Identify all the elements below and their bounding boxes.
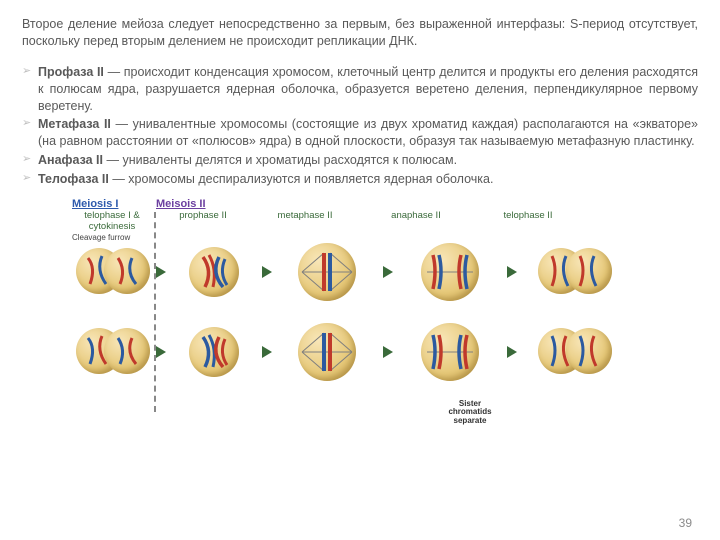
- column-label: telophase II: [472, 210, 584, 232]
- telophase1-cell: [76, 320, 146, 384]
- page-number: 39: [679, 516, 692, 530]
- anaphase2-cell: [421, 243, 479, 301]
- list-item: Анафаза II — униваленты делятся и хромат…: [22, 152, 698, 169]
- phase-list: Профаза II — происходит конденсация хром…: [22, 64, 698, 188]
- prophase2-cell: [189, 247, 239, 297]
- phase-name: Метафаза II: [38, 117, 111, 131]
- section-2-title: Meisois II: [156, 198, 226, 210]
- metaphase2-cell: [298, 243, 356, 301]
- column-label: telophase I & cytokinesis: [68, 210, 156, 232]
- phase-name: Профаза II: [38, 65, 104, 79]
- meiosis-diagram: Meiosis I Meisois II telophase I & cytok…: [68, 198, 628, 412]
- arrow-icon: [156, 266, 166, 278]
- list-item: Метафаза II — унивалентные хромосомы (со…: [22, 116, 698, 150]
- phase-text: — происходит конденсация хромосом, клето…: [38, 65, 698, 113]
- anaphase2-cell: [421, 323, 479, 381]
- list-item: Профаза II — происходит конденсация хром…: [22, 64, 698, 115]
- cleavage-furrow-label: Cleavage furrow: [72, 234, 130, 242]
- phase-name: Телофаза II: [38, 172, 109, 186]
- arrow-icon: [262, 346, 272, 358]
- column-label: prophase II: [156, 210, 250, 232]
- section-1-title: Meiosis I: [68, 198, 156, 210]
- intro-paragraph: Второе деление мейоза следует непосредст…: [22, 16, 698, 50]
- arrow-icon: [383, 346, 393, 358]
- phase-text: — унивалентные хромосомы (состоящие из д…: [38, 117, 698, 148]
- arrow-icon: [507, 346, 517, 358]
- column-label: metaphase II: [250, 210, 360, 232]
- arrow-icon: [383, 266, 393, 278]
- phase-name: Анафаза II: [38, 153, 103, 167]
- diagram-row: [68, 312, 628, 392]
- arrow-icon: [507, 266, 517, 278]
- metaphase2-cell: [298, 323, 356, 381]
- arrow-icon: [156, 346, 166, 358]
- arrow-icon: [262, 266, 272, 278]
- telophase2-cell: [538, 240, 608, 304]
- sister-chromatid-label: Sister chromatids separate: [440, 400, 500, 425]
- telophase1-cell: Cleavage furrow: [76, 240, 146, 304]
- list-item: Телофаза II — хромосомы деспирализуются …: [22, 171, 698, 188]
- phase-text: — хромосомы деспирализуются и появляется…: [109, 172, 494, 186]
- telophase2-cell: [538, 320, 608, 384]
- diagram-row: Cleavage furrow: [68, 232, 628, 312]
- prophase2-cell: [189, 327, 239, 377]
- column-label: anaphase II: [360, 210, 472, 232]
- phase-text: — униваленты делятся и хроматиды расходя…: [103, 153, 457, 167]
